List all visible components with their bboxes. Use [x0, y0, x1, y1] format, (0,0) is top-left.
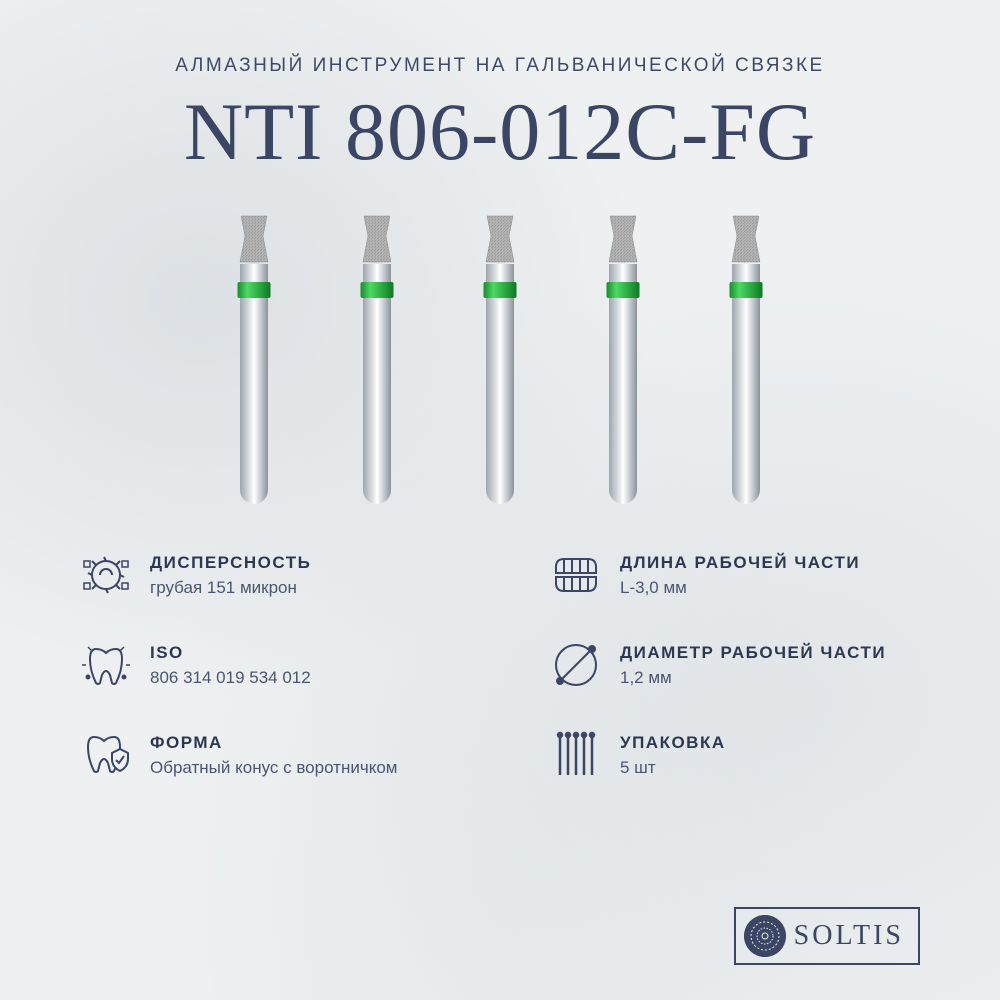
brand-logo: SOLTIS [734, 907, 920, 965]
tooth-shield-icon [80, 729, 132, 781]
spec-label: ФОРМА [150, 733, 397, 753]
spec-label: ДЛИНА РАБОЧЕЙ ЧАСТИ [620, 553, 860, 573]
dispersion-icon [80, 549, 132, 601]
dental-bur [727, 214, 765, 509]
logo-emblem-icon [744, 915, 786, 957]
product-image-row [80, 214, 920, 509]
spec-value: L-3,0 мм [620, 577, 860, 599]
dental-bur [604, 214, 642, 509]
spec-value: 1,2 мм [620, 667, 886, 689]
spec-value: 5 шт [620, 757, 726, 779]
spec-value: 806 314 019 534 012 [150, 667, 311, 689]
spec-value: Обратный конус с воротничком [150, 757, 397, 779]
spec-diameter: ДИАМЕТР РАБОЧЕЙ ЧАСТИ 1,2 мм [550, 639, 920, 691]
spec-label: ДИСПЕРСНОСТЬ [150, 553, 311, 573]
product-title: NTI 806-012C-FG [80, 85, 920, 179]
spec-value: грубая 151 микрон [150, 577, 311, 599]
spec-label: УПАКОВКА [620, 733, 726, 753]
package-icon [550, 729, 602, 781]
dental-bur [235, 214, 273, 509]
diameter-icon [550, 639, 602, 691]
brand-name: SOLTIS [794, 920, 904, 952]
spec-iso: ISO 806 314 019 534 012 [80, 639, 450, 691]
product-subtitle: АЛМАЗНЫЙ ИНСТРУМЕНТ НА ГАЛЬВАНИЧЕСКОЙ СВ… [80, 55, 920, 77]
specs-grid: ДИСПЕРСНОСТЬ грубая 151 микрон ДЛИНА РАБ… [80, 549, 920, 781]
dental-bur [481, 214, 519, 509]
spec-shape: ФОРМА Обратный конус с воротничком [80, 729, 450, 781]
spec-package: УПАКОВКА 5 шт [550, 729, 920, 781]
teeth-icon [550, 549, 602, 601]
spec-label: ISO [150, 643, 311, 663]
spec-dispersion: ДИСПЕРСНОСТЬ грубая 151 микрон [80, 549, 450, 601]
spec-label: ДИАМЕТР РАБОЧЕЙ ЧАСТИ [620, 643, 886, 663]
dental-bur [358, 214, 396, 509]
tooth-sparkle-icon [80, 639, 132, 691]
spec-length: ДЛИНА РАБОЧЕЙ ЧАСТИ L-3,0 мм [550, 549, 920, 601]
